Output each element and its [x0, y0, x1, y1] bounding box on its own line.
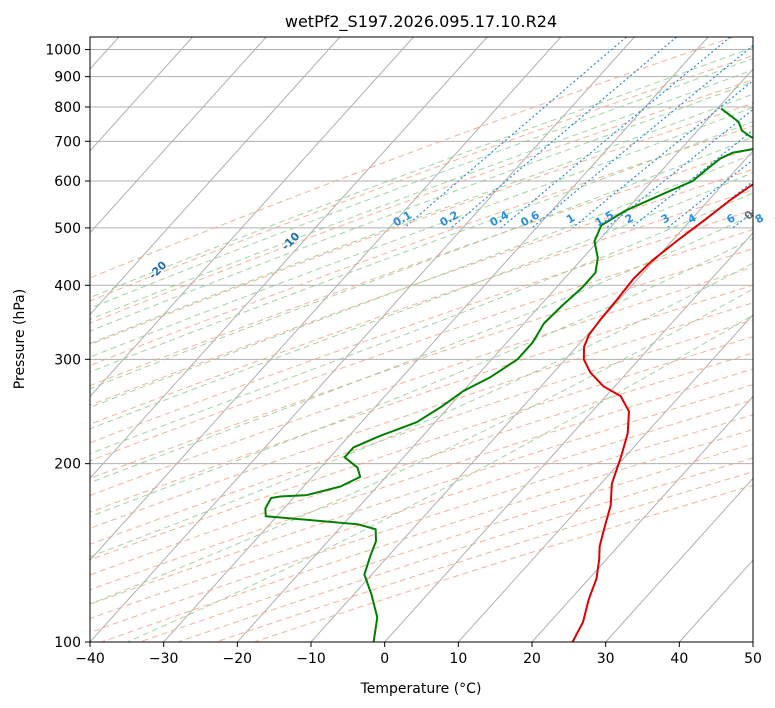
moist-adiabat-line [90, 214, 753, 484]
isotherm-line [605, 477, 753, 642]
x-tick-label: −40 [75, 651, 105, 667]
x-tick-label: 20 [523, 651, 541, 667]
temperature-profile-line [571, 183, 753, 642]
x-tick-label: 30 [597, 651, 615, 667]
dry-adiabat-line [90, 248, 753, 479]
mixing-ratio-line [531, 44, 753, 229]
y-tick-label: 400 [54, 278, 81, 294]
mixing-ratio-line [450, 37, 677, 229]
isotherm-line [310, 150, 753, 642]
chart-title: wetPf2_S197.2026.095.17.10.R24 [285, 12, 557, 32]
moist-adiabat-line [90, 262, 753, 558]
x-axis-label: Temperature (°C) [360, 681, 482, 697]
mixing-ratio-line [500, 37, 731, 229]
isotherm-line [90, 37, 488, 480]
moist-adiabat-line [90, 46, 753, 299]
x-tick-label: 0 [380, 651, 389, 667]
x-tick-label: −30 [149, 651, 179, 667]
dry-adiabat-line [90, 319, 753, 545]
moist-adiabat-line [90, 81, 753, 332]
moist-adiabat-line [90, 153, 753, 408]
dry-adiabat-line [90, 168, 753, 406]
moist-adiabat-line [90, 57, 753, 309]
moist-adiabat-line [90, 172, 753, 430]
background-lines [90, 37, 753, 642]
y-tick-label: 700 [54, 134, 81, 150]
dry-adiabat-line [90, 368, 753, 591]
moist-adiabat-line [90, 121, 753, 373]
moist-adiabat-line [90, 106, 753, 358]
isotherm-line [457, 313, 753, 642]
mixing-ratio-line [403, 37, 627, 229]
isotherm-line [90, 37, 562, 561]
isotherm-line [90, 37, 414, 398]
x-tick-label: 40 [670, 651, 688, 667]
isotherm-line [531, 395, 753, 642]
x-tick-label: −20 [223, 651, 253, 667]
x-tick-label: 50 [744, 651, 762, 667]
mixing-ratio-line [693, 180, 753, 229]
mixing-ratio-line [605, 108, 753, 229]
isotherm-line [90, 37, 341, 316]
dry-adiabat-line [90, 336, 753, 561]
dry-adiabat-line [90, 37, 734, 279]
dry-adiabat-line [90, 54, 753, 302]
y-axis-label: Pressure (hPa) [12, 289, 28, 389]
mixing-ratio-line [666, 159, 753, 229]
y-tick-label: 500 [54, 221, 81, 237]
y-tick-label: 800 [54, 100, 81, 116]
y-tick-label: 100 [54, 635, 81, 651]
moist-adiabat-line [90, 69, 753, 320]
y-tick-label: 900 [54, 70, 81, 86]
plot-frame [89, 36, 754, 643]
data-lines [264, 107, 753, 642]
dry-adiabat-line [90, 189, 753, 425]
y-tick-label: 300 [54, 352, 81, 368]
moist-adiabat-line [90, 192, 753, 455]
y-tick-label: 1000 [45, 43, 81, 59]
moist-adiabat-line [127, 314, 753, 642]
y-tick-label: 200 [54, 457, 81, 473]
isotherm-line [163, 37, 709, 642]
moist-adiabat-line [90, 237, 753, 518]
x-tick-label: −10 [296, 651, 326, 667]
x-tick-label: 10 [449, 651, 467, 667]
isotherm-line [90, 37, 193, 152]
isotherm-line [384, 231, 753, 642]
dry-adiabat-line [90, 284, 753, 513]
dry-adiabat-line [90, 229, 753, 462]
mixing-ratio-line [572, 80, 753, 229]
isotherm-line [90, 37, 635, 642]
dewpoint-profile-line [264, 107, 753, 642]
dry-adiabat-line [90, 384, 753, 605]
y-tick-label: 600 [54, 174, 81, 190]
isotherm-line [90, 37, 267, 234]
axes: −40 −30 −20 −10 0 10 20 30 40 50 100 200 300 400 500 60… [45, 43, 762, 667]
mixing-ratio-label: 10 [772, 209, 775, 228]
isotherm-line [236, 68, 753, 642]
